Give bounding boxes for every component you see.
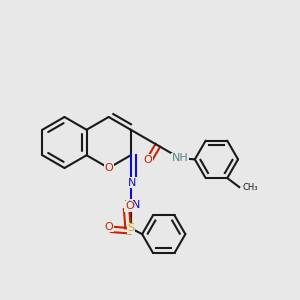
Text: O: O bbox=[144, 154, 152, 165]
Text: CH₃: CH₃ bbox=[242, 183, 258, 192]
Text: O: O bbox=[104, 222, 113, 232]
Text: S: S bbox=[127, 223, 134, 233]
Text: O: O bbox=[104, 163, 113, 173]
Text: H: H bbox=[124, 200, 131, 210]
Text: N: N bbox=[132, 200, 140, 210]
Text: O: O bbox=[125, 201, 134, 211]
Text: NH: NH bbox=[172, 153, 188, 163]
Text: N: N bbox=[128, 178, 136, 188]
